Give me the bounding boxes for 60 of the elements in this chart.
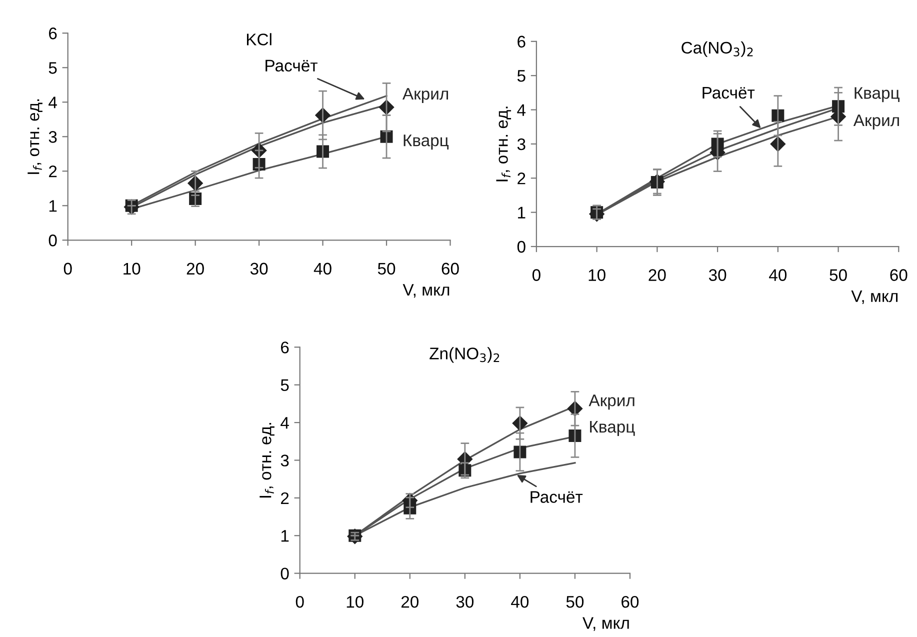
chart-title: KCl bbox=[246, 33, 272, 46]
y-tick-label: 3 bbox=[48, 131, 57, 143]
series-label: Кварц bbox=[404, 134, 449, 150]
x-tick-label: 0 bbox=[64, 262, 72, 275]
x-tick-label: 50 bbox=[830, 269, 847, 281]
annotation: Расчёт bbox=[702, 87, 755, 99]
x-tick-label: 60 bbox=[890, 269, 908, 281]
y-tick-label: 5 bbox=[48, 62, 57, 74]
y-tick-label: 6 bbox=[281, 342, 289, 354]
y-tick-label: 1 bbox=[49, 200, 57, 212]
x-tick-label: 50 bbox=[378, 262, 396, 275]
x-tick-label: 10 bbox=[124, 262, 140, 275]
y-tick-label: 4 bbox=[48, 96, 57, 108]
y-axis-title: I$_{f}$, отн. ед. bbox=[260, 422, 274, 498]
y-tick-label: 3 bbox=[280, 454, 289, 466]
x-tick-label: 30 bbox=[250, 262, 268, 275]
y-tick-label: 6 bbox=[518, 36, 526, 48]
annotation: Расчёт bbox=[530, 491, 583, 503]
x-tick-label: 0 bbox=[532, 269, 540, 281]
chart-title: Zn(NO$_{3}$)$_{2}$ bbox=[430, 347, 500, 363]
annotation: Расчёт bbox=[266, 60, 318, 72]
y-tick-label: 2 bbox=[518, 172, 526, 184]
x-tick-label: 50 bbox=[566, 596, 584, 608]
x-tick-label: 40 bbox=[769, 269, 787, 281]
series-label: Кварц bbox=[854, 87, 900, 102]
x-tick-label: 30 bbox=[708, 269, 726, 281]
x-axis-title: V, мкл bbox=[582, 617, 629, 631]
x-tick-label: 10 bbox=[588, 269, 606, 281]
y-tick-label: 5 bbox=[517, 70, 526, 82]
y-axis-title: I$_{f}$, отн. ед. bbox=[496, 106, 512, 182]
x-tick-label: 60 bbox=[442, 262, 459, 275]
x-tick-label: 20 bbox=[186, 262, 204, 275]
y-tick-label: 5 bbox=[280, 379, 289, 392]
series-label: Акрил bbox=[402, 88, 448, 103]
y-tick-label: 4 bbox=[517, 104, 526, 116]
x-tick-label: 40 bbox=[314, 262, 332, 275]
y-tick-label: 2 bbox=[49, 166, 57, 178]
y-tick-label: 0 bbox=[517, 240, 526, 253]
series-label: Акрил bbox=[588, 394, 634, 410]
series-label: Акрил bbox=[853, 114, 899, 130]
series-label: Кварц bbox=[590, 421, 635, 436]
x-axis-title: V, мкл bbox=[851, 290, 898, 304]
x-tick-label: 60 bbox=[622, 596, 639, 608]
y-tick-label: 0 bbox=[280, 568, 289, 580]
chart-title: Ca(NO$_{3}$)$_{2}$ bbox=[682, 41, 753, 57]
y-tick-label: 1 bbox=[518, 206, 526, 218]
y-tick-label: 3 bbox=[517, 138, 526, 150]
x-tick-label: 10 bbox=[346, 596, 364, 608]
y-tick-label: 4 bbox=[280, 417, 289, 429]
y-tick-label: 1 bbox=[281, 530, 289, 542]
x-tick-label: 30 bbox=[456, 596, 474, 608]
y-tick-label: 0 bbox=[48, 234, 57, 246]
x-tick-label: 20 bbox=[401, 596, 419, 608]
x-tick-label: 20 bbox=[648, 269, 666, 281]
y-axis-title: I$_{f}$, отн. ед. bbox=[28, 99, 42, 174]
x-tick-label: 0 bbox=[296, 596, 304, 608]
y-tick-label: 2 bbox=[281, 492, 289, 504]
x-tick-label: 40 bbox=[511, 596, 529, 608]
x-axis-title: V, мкл bbox=[402, 284, 450, 298]
y-tick-label: 6 bbox=[49, 28, 57, 40]
